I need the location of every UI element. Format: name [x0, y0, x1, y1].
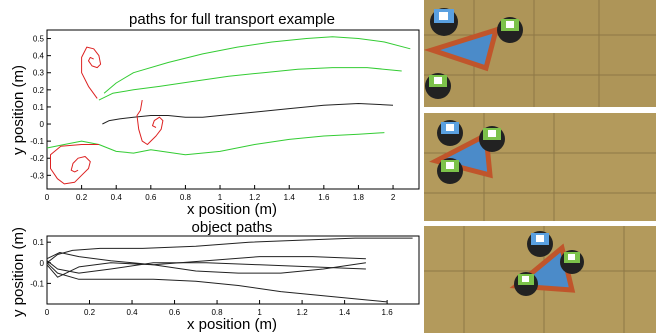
x-tick-label: 0.4	[126, 308, 138, 317]
chart-title: paths for full transport example	[129, 11, 335, 28]
x-axis-label: x position (m)	[187, 201, 277, 218]
series-line-1	[103, 36, 411, 94]
robot-green-2	[425, 73, 451, 99]
x-tick-label: 0.2	[76, 193, 88, 202]
y-tick-label: 0.1	[33, 103, 45, 112]
robot-blue	[437, 120, 463, 146]
photo-transport-middle	[424, 113, 656, 221]
x-tick-label: 2	[391, 193, 396, 202]
robot-blue	[527, 231, 553, 257]
photo-illustration	[424, 113, 656, 221]
series-line-1	[46, 237, 413, 264]
plot-area	[46, 29, 420, 190]
y-axis-label: y position (m)	[10, 227, 27, 317]
x-tick-label: 1.8	[353, 193, 365, 202]
x-tick-label: 1.2	[249, 193, 261, 202]
robot-green-2	[437, 158, 463, 184]
y-tick-label: 0.3	[33, 69, 45, 78]
x-tick-label: 0	[45, 308, 50, 317]
y-tick-label: 0	[40, 120, 45, 129]
y-tick-label: 0.2	[33, 86, 45, 95]
series-line-6	[136, 100, 164, 145]
robot-blue	[430, 8, 458, 36]
y-tick-label: 0.4	[33, 52, 45, 61]
x-tick-label: 1.6	[318, 193, 330, 202]
x-tick-label: 0.6	[145, 193, 157, 202]
x-tick-label: 1.2	[297, 308, 309, 317]
y-tick-label: -0.1	[30, 279, 44, 288]
photo-illustration	[424, 226, 656, 333]
series-line-5	[81, 46, 102, 99]
x-tick-label: 1	[218, 193, 223, 202]
robot-green	[560, 250, 584, 274]
series-line-4	[46, 262, 366, 278]
photo-illustration	[424, 0, 656, 107]
x-tick-label: 0.6	[169, 308, 181, 317]
y-tick-label: -0.3	[30, 171, 44, 180]
plot-area	[46, 235, 420, 305]
series-line-4	[46, 132, 385, 156]
x-tick-label: 1.6	[382, 308, 394, 317]
x-tick-label: 0.4	[111, 193, 123, 202]
y-axis-label: y position (m)	[10, 65, 27, 155]
y-tick-label: 0.1	[33, 238, 45, 247]
figure-plots: paths for full transport example 0 0.2 0.4…	[10, 11, 420, 333]
photo-transport-start	[424, 0, 656, 107]
series-line-5	[46, 262, 388, 303]
series-line-2	[98, 67, 402, 101]
x-tick-label: 0.2	[84, 308, 96, 317]
chart-title: object paths	[192, 219, 273, 236]
photo-transport-end	[424, 226, 656, 333]
series-line-3	[102, 103, 394, 125]
x-tick-label: 1.4	[284, 193, 296, 202]
x-tick-label: 0.8	[180, 193, 192, 202]
y-tick-label: -0.2	[30, 154, 44, 163]
chart-object-paths: object paths 0 0.2 0.4 0.6 0.8 1 1.2 1.4 1.6 -0.…	[10, 219, 420, 333]
y-tick-label: 0	[40, 259, 45, 268]
triangle-object	[429, 131, 493, 179]
series-line-7	[50, 144, 99, 185]
triangle-object	[424, 26, 500, 72]
robot-green-2	[514, 272, 538, 296]
chart-full-transport: paths for full transport example 0 0.2 0.4…	[10, 11, 420, 218]
x-tick-label: 1.4	[339, 308, 351, 317]
x-axis-label: x position (m)	[187, 316, 277, 333]
x-tick-label: 0.8	[211, 308, 223, 317]
robot-green	[479, 126, 505, 152]
robot-green	[497, 17, 523, 43]
y-tick-label: 0.5	[33, 35, 45, 44]
x-tick-label: 1	[257, 308, 262, 317]
x-tick-label: 0	[45, 193, 50, 202]
series-line-3	[46, 260, 366, 274]
y-tick-label: -0.1	[30, 137, 44, 146]
